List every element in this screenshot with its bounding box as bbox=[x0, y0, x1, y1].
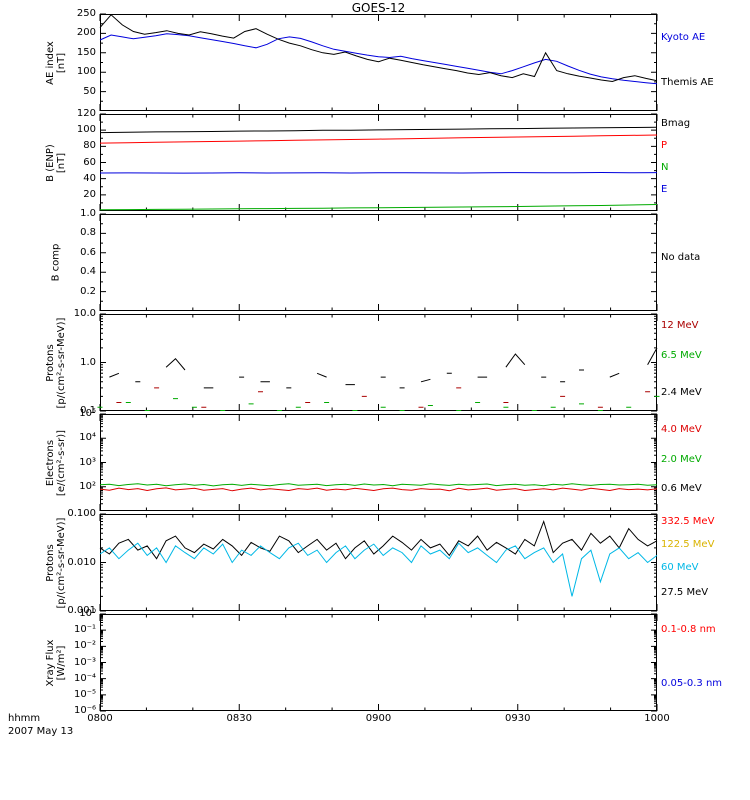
y-tick-label: 10⁻⁶ bbox=[73, 705, 96, 716]
series-electrons-4-0mev bbox=[99, 487, 658, 492]
x-tick-label: 0800 bbox=[87, 713, 113, 724]
y-tick-label: 60 bbox=[83, 156, 96, 168]
legend-label-12-mev: 12 MeV bbox=[661, 319, 699, 331]
y-tick-label: 0.8 bbox=[80, 227, 96, 239]
y-axis-label: Xray Flux [W/m²] bbox=[45, 543, 67, 783]
axis-ticks bbox=[99, 13, 658, 111]
legend-label-p: P bbox=[661, 140, 668, 151]
legend-label-60-mev: 60 MeV bbox=[661, 562, 699, 574]
series-protons-12mev bbox=[116, 387, 651, 408]
series-e-component bbox=[99, 171, 658, 174]
x-tick-label: 0900 bbox=[365, 713, 392, 724]
legend-label-bmag: Bmag bbox=[661, 117, 691, 129]
legend-label-no-data: No data bbox=[661, 251, 701, 263]
series-bmag bbox=[99, 126, 658, 134]
panel-frame bbox=[100, 14, 657, 111]
series-protons-27-5mev bbox=[99, 519, 658, 560]
y-tick-label: 10² bbox=[79, 480, 96, 492]
legend-label-n: N bbox=[661, 162, 669, 174]
date-label: 2007 May 13 bbox=[8, 726, 74, 737]
legend-label-27-5-mev: 27.5 MeV bbox=[661, 586, 709, 598]
panel-b-comp bbox=[99, 213, 658, 311]
series-protons-60mev bbox=[99, 542, 658, 597]
series-p-component bbox=[99, 134, 658, 144]
legend-label-2-4-mev: 2.4 MeV bbox=[661, 386, 702, 398]
legend-label-6-5-mev: 6.5 MeV bbox=[661, 349, 702, 361]
panel-frame bbox=[100, 414, 657, 511]
y-tick-label: 10⁴ bbox=[79, 432, 96, 444]
y-tick-label: 40 bbox=[83, 172, 96, 184]
axis-ticks bbox=[99, 413, 658, 511]
y-tick-label: 1.0 bbox=[80, 208, 96, 219]
legend-label-e: E bbox=[661, 183, 668, 195]
y-tick-label: 50 bbox=[83, 85, 96, 97]
legend-label-2-0-mev: 2.0 MeV bbox=[661, 453, 702, 465]
panel-frame bbox=[100, 114, 657, 211]
series-electrons-2-0mev bbox=[99, 483, 658, 487]
axis-ticks bbox=[99, 313, 658, 412]
y-tick-label: 0.010 bbox=[67, 556, 96, 568]
y-tick-label: 10⁻⁴ bbox=[73, 672, 96, 684]
y-tick-label: 10⁻¹ bbox=[73, 624, 96, 636]
legend-label-4-0-mev: 4.0 MeV bbox=[661, 423, 702, 435]
y-tick-label: 0.1 bbox=[80, 405, 96, 416]
legend-label-122-5-mev: 122.5 MeV bbox=[661, 539, 715, 551]
series-protons-6-5mev bbox=[97, 395, 660, 411]
legend-label-0-6-mev: 0.6 MeV bbox=[661, 482, 702, 494]
panel-protons-low bbox=[97, 313, 660, 412]
panel-frame bbox=[100, 314, 657, 411]
legend-label-themis-ae: Themis AE bbox=[661, 76, 714, 88]
x-axis-unit-label: hhmm bbox=[8, 713, 41, 724]
legend-label-0-05-0-3-nm: 0.05-0.3 nm bbox=[661, 677, 723, 689]
y-tick-label: 0.6 bbox=[80, 246, 96, 258]
y-tick-label: 100 bbox=[76, 66, 96, 78]
x-tick-label: 0830 bbox=[226, 713, 252, 724]
y-tick-label: 80 bbox=[83, 140, 96, 152]
x-tick-label: 1000 bbox=[644, 713, 670, 724]
panel-frame bbox=[100, 514, 657, 611]
axis-ticks bbox=[99, 513, 658, 612]
series-n-component bbox=[99, 204, 658, 211]
y-tick-label: 0.2 bbox=[80, 285, 96, 297]
y-axis-label-line: Xray Flux bbox=[45, 639, 56, 686]
y-tick-label: 10⁰ bbox=[79, 608, 96, 619]
y-tick-label: 250 bbox=[76, 8, 96, 19]
y-tick-label: 10⁻⁵ bbox=[73, 688, 96, 700]
y-tick-label: 120 bbox=[76, 108, 96, 119]
axis-ticks bbox=[99, 613, 658, 712]
panel-ae-index bbox=[99, 13, 658, 111]
y-tick-label: 0.001 bbox=[67, 605, 96, 616]
series-themis-ae bbox=[99, 14, 658, 83]
x-tick-label: 0930 bbox=[505, 713, 531, 724]
y-tick-label: 0.100 bbox=[67, 508, 96, 519]
panel-frame bbox=[100, 614, 657, 711]
y-tick-label: 100 bbox=[76, 124, 96, 136]
y-tick-label: 200 bbox=[76, 27, 96, 39]
y-tick-label: 10⁻³ bbox=[73, 656, 96, 668]
y-tick-label: 20 bbox=[83, 188, 96, 200]
panel-xray-flux bbox=[99, 613, 658, 712]
y-tick-label: 10⁵ bbox=[79, 408, 96, 419]
panel-b-enp bbox=[99, 113, 658, 211]
legend-label-332-5-mev: 332.5 MeV bbox=[661, 515, 715, 527]
y-tick-label: 150 bbox=[76, 46, 96, 58]
y-tick-label: 10.0 bbox=[73, 308, 96, 319]
legend-label-0-1-0-8-nm: 0.1-0.8 nm bbox=[661, 623, 716, 635]
panel-protons-high bbox=[99, 513, 658, 612]
panel-electrons bbox=[99, 413, 658, 511]
y-tick-label: 10⁻² bbox=[73, 640, 96, 652]
y-tick-label: 0.4 bbox=[80, 266, 96, 278]
series-protons-2-4mev bbox=[109, 347, 658, 389]
axis-ticks bbox=[99, 213, 658, 311]
panel-frame bbox=[100, 214, 657, 311]
series-kyoto-ae bbox=[99, 33, 658, 85]
y-tick-label: 1.0 bbox=[80, 356, 96, 368]
y-axis-label-line: [W/m²] bbox=[56, 645, 67, 680]
legend-label-kyoto-ae: Kyoto AE bbox=[661, 32, 706, 44]
y-tick-label: 10³ bbox=[79, 456, 96, 468]
plot-title: GOES-12 bbox=[351, 1, 406, 15]
axis-ticks bbox=[99, 113, 658, 211]
